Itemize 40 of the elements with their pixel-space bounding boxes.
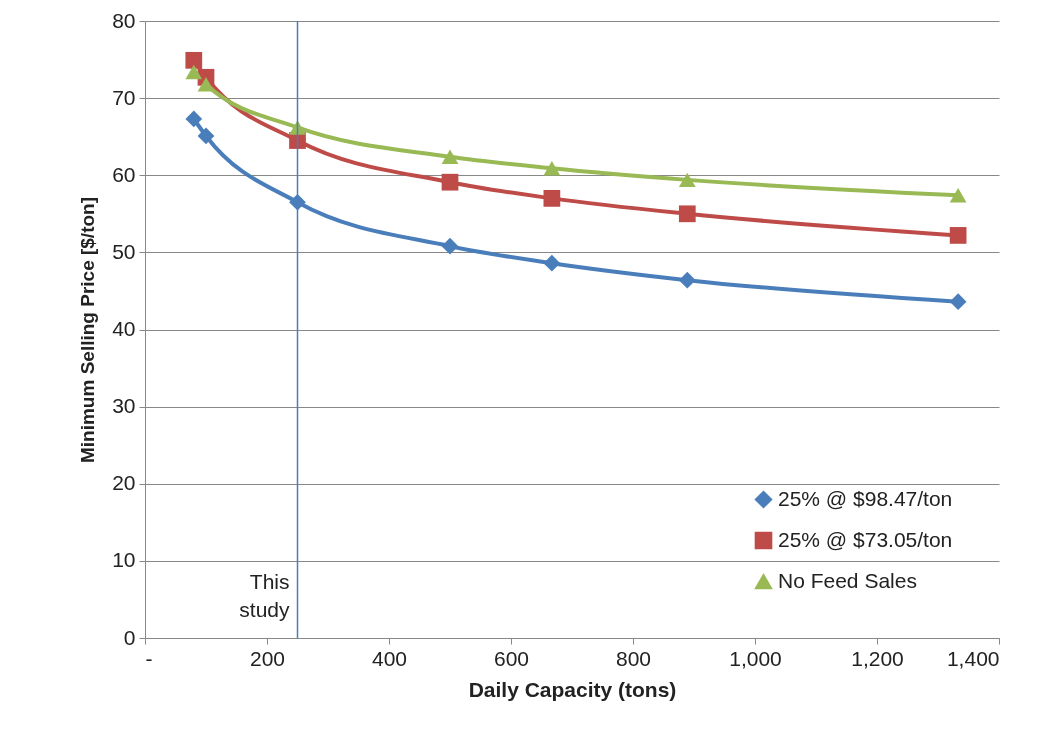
x-tick-label: 600 [493, 646, 530, 670]
y-tick-label: 20 [112, 471, 136, 495]
x-tick-label: 1,000 [729, 646, 782, 670]
point [185, 64, 203, 80]
y-axis-title: Minimum Selling Price [$/ton] [77, 196, 99, 464]
point [289, 193, 306, 211]
ref-line-label: This study [239, 570, 290, 621]
point [949, 293, 967, 311]
point [441, 173, 459, 191]
y-tick-label: 30 [112, 394, 136, 418]
point [678, 172, 696, 188]
x-tick-label: 200 [249, 646, 286, 670]
point [543, 161, 561, 176]
point [441, 149, 459, 164]
point [185, 51, 203, 69]
point [678, 271, 696, 289]
legend-label: 25% @ $98.47/ton [778, 486, 953, 510]
point [949, 188, 967, 203]
legend-label: No Feed Sales [778, 568, 917, 592]
x-tick-label: 400 [371, 646, 408, 670]
y-tick-label: 80 [112, 8, 136, 32]
y-tick-label: 60 [112, 162, 136, 186]
x-tick-label: 1,400 [946, 646, 1000, 670]
legend-label: 25% @ $73.05/ton [778, 527, 953, 551]
point [543, 254, 561, 272]
point [678, 205, 696, 223]
y-tick-label: 40 [112, 317, 136, 340]
y-tick-label: 70 [112, 85, 136, 109]
point [543, 190, 561, 207]
x-tick-label: - [145, 646, 153, 670]
x-tick-label: 800 [615, 646, 652, 670]
y-tick-label: 10 [112, 548, 136, 572]
point [949, 227, 967, 244]
point [197, 127, 215, 145]
point [441, 237, 459, 255]
y-tick-label: 50 [112, 239, 136, 263]
x-tick-label: 1,200 [851, 646, 904, 670]
y-tick-label: 0 [123, 625, 136, 649]
x-axis-title: Daily Capacity (tons) [468, 677, 677, 701]
point [185, 110, 203, 128]
